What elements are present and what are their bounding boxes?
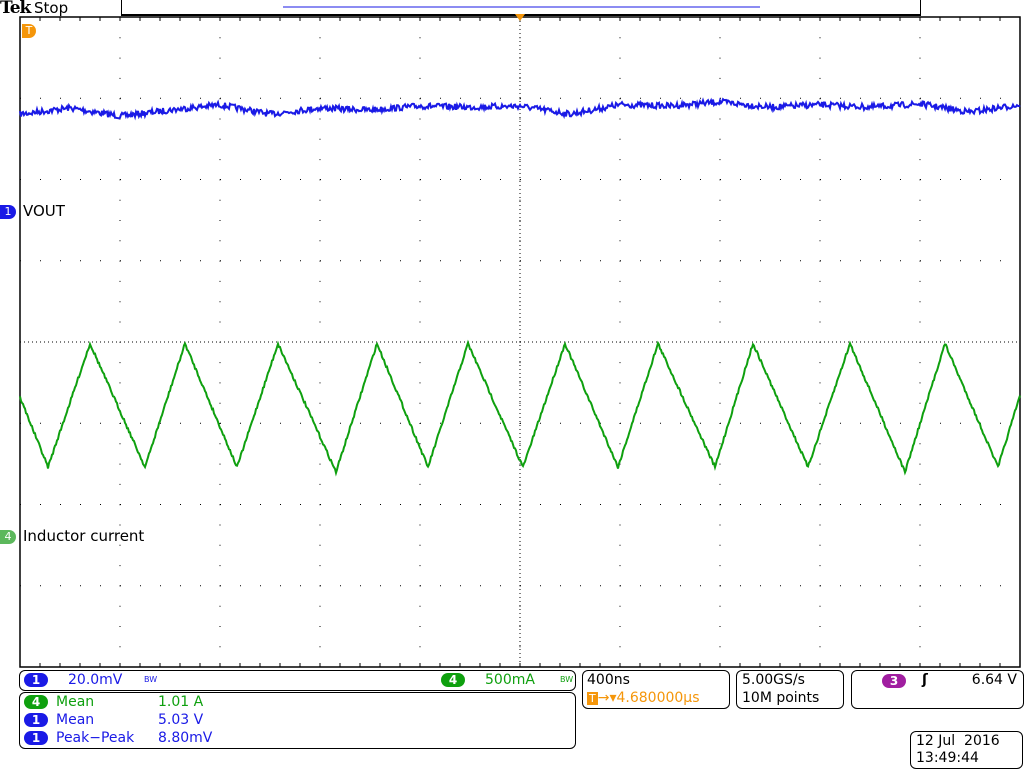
ch1-bw-limit-icon: BW [144,675,158,684]
channel-scale-box[interactable]: 1 20.0mV BW 4 500mA BW [19,670,576,691]
trigger-position: T →▾4.680000µs [587,689,700,708]
ch1-badge: 1 [24,673,48,687]
ch1-badge: 1 [24,713,48,727]
measurement-value: 1.01 A [158,694,204,710]
timebase-box[interactable]: 400ns T →▾4.680000µs [582,670,730,709]
ch1-label: VOUT [23,202,65,220]
ch4-badge: 4 [24,695,48,709]
measurement-name: Mean [56,712,95,728]
measurement-name: Peak−Peak [56,730,135,746]
waveform-display [19,6,1021,668]
trigger-position-icon: T [587,692,598,705]
trigger-level-marker[interactable]: T [22,24,36,38]
measurements-box: 4 Mean 1.01 A 1 Mean 5.03 V 1 Peak−Peak … [19,692,576,749]
trigger-level: 6.64 V [971,672,1017,688]
ch4-badge: 4 [441,673,465,687]
trigger-position-marker [515,14,525,21]
ch4-ground-marker[interactable]: 4 [0,530,16,544]
arrow-icon: →▾ [597,690,617,706]
record-length: 10M points [742,690,820,706]
ch4-label: Inductor current [23,527,145,545]
time: 13:49:44 [916,750,979,766]
measurement-name: Mean [56,694,95,710]
acquisition-status: Stop [34,0,69,17]
trigger-box[interactable]: 3 ʃ 6.64 V [851,670,1024,709]
ch4-scale: 500mA [485,672,535,688]
date: 12 Jul 2016 [916,733,1000,749]
vout-trace [19,97,1021,121]
trigger-delay: 4.680000µs [616,690,700,706]
ch1-badge: 1 [24,731,48,745]
sample-rate: 5.00GS/s [742,672,805,688]
datetime-box: 12 Jul 2016 13:49:44 [910,731,1023,769]
trigger-source-badge: 3 [882,674,906,688]
measurement-row: 4 Mean 1.01 A [24,693,203,711]
measurement-value: 5.03 V [158,712,204,728]
measurement-row: 1 Mean 5.03 V [24,711,203,729]
ch4-bw-limit-icon: BW [560,675,574,684]
measurement-row: 1 Peak−Peak 8.80mV [24,729,212,747]
tek-logo: Tek [0,0,31,18]
acquisition-box[interactable]: 5.00GS/s 10M points [736,670,844,709]
ch1-scale: 20.0mV [68,672,123,688]
ch1-ground-marker[interactable]: 1 [0,205,16,219]
inductor-current-trace [19,339,1021,477]
time-per-div: 400ns [587,672,630,688]
measurement-value: 8.80mV [158,730,213,746]
rising-edge-icon: ʃ [922,672,928,688]
